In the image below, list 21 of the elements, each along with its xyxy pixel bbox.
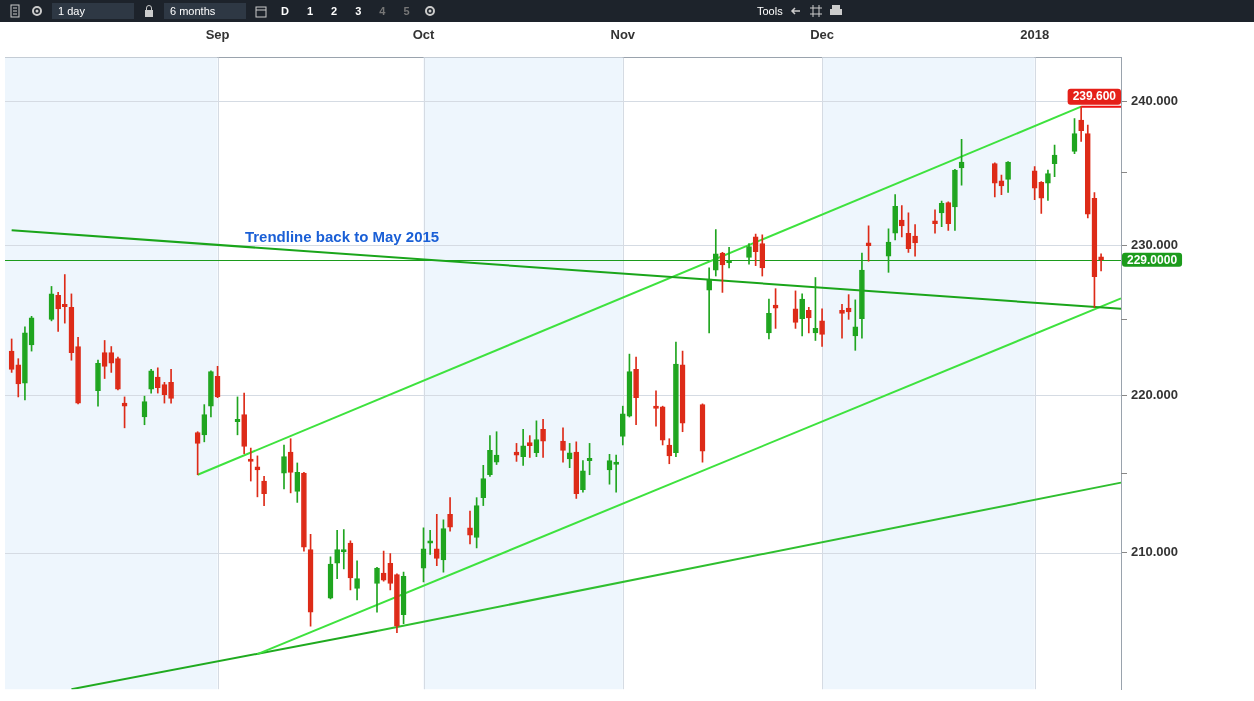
y-tick-label: 220.000	[1131, 386, 1179, 402]
y-tick-label: 230.000	[1131, 236, 1179, 252]
text: 3	[354, 5, 363, 17]
x-tick-label: Sep	[205, 27, 230, 43]
y-tick-label: 210.000	[1131, 544, 1179, 560]
text: Tools	[757, 5, 783, 17]
text: 5	[402, 5, 411, 17]
x-tick-label: Nov	[610, 27, 636, 43]
text: 6 months	[164, 3, 246, 19]
text: 2	[330, 5, 339, 17]
annotation: 239.600	[1072, 89, 1117, 104]
text: 4	[378, 5, 387, 17]
x-tick-label: 2018	[1020, 27, 1050, 43]
x-tick-label: Oct	[412, 27, 436, 43]
x-tick-label: Dec	[810, 27, 835, 43]
text: 1	[305, 5, 315, 17]
annotation: Trendline back to May 2015	[244, 227, 440, 245]
text: 1 day	[52, 3, 134, 19]
text: D	[280, 5, 290, 17]
ref-line-label: 229.0000	[1127, 252, 1178, 267]
y-tick-label: 240.000	[1131, 92, 1179, 108]
